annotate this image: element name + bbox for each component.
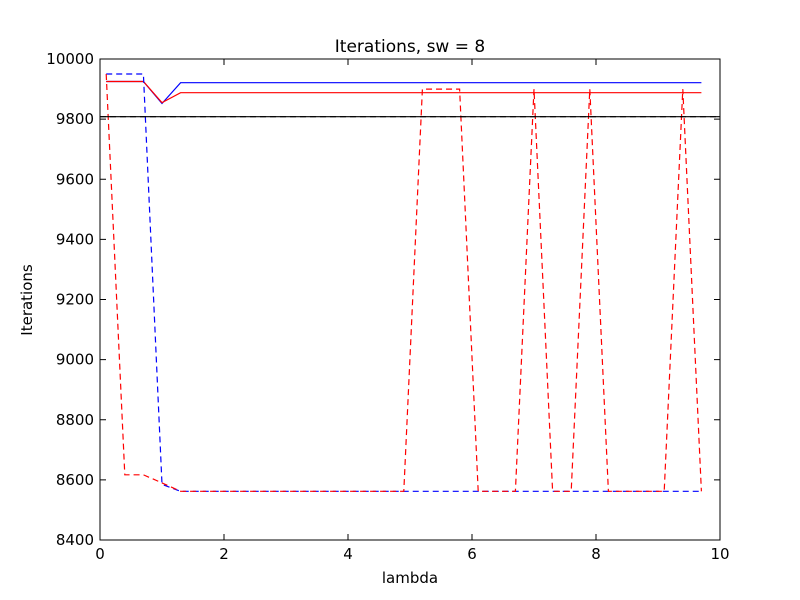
ticks-layer: 0 2 4 6 8 10 8400 8600 8800 9000 9200 9400 9600 9800 1… (46, 50, 729, 563)
chart-title: Iterations, sw = 8 (335, 37, 485, 57)
plot-frame (99, 58, 721, 541)
y-tick-label: 9400 (56, 230, 94, 248)
x-tick-label: 8 (591, 545, 601, 563)
x-tick-label: 6 (467, 545, 477, 563)
y-tick-label: 9800 (56, 110, 94, 128)
y-tick-label: 8400 (56, 531, 94, 549)
y-tick-label: 9000 (56, 351, 94, 369)
x-tick-label: 0 (95, 545, 105, 563)
x-tick-label: 10 (710, 545, 729, 563)
series-layer (100, 73, 720, 492)
x-axis-label: lambda (382, 569, 438, 587)
series-line-4 (105, 73, 702, 492)
y-tick-label: 9200 (56, 291, 94, 309)
series-line-3 (106, 73, 702, 492)
y-tick-label: 9600 (56, 170, 94, 188)
x-tick-label: 4 (343, 545, 353, 563)
y-tick-label: 8600 (56, 471, 94, 489)
x-tick-label: 2 (219, 545, 229, 563)
y-axis-label: Iterations (18, 264, 36, 336)
y-tick-label: 10000 (46, 50, 94, 68)
series-line-2 (106, 80, 702, 104)
y-tick-label: 8800 (56, 411, 94, 429)
